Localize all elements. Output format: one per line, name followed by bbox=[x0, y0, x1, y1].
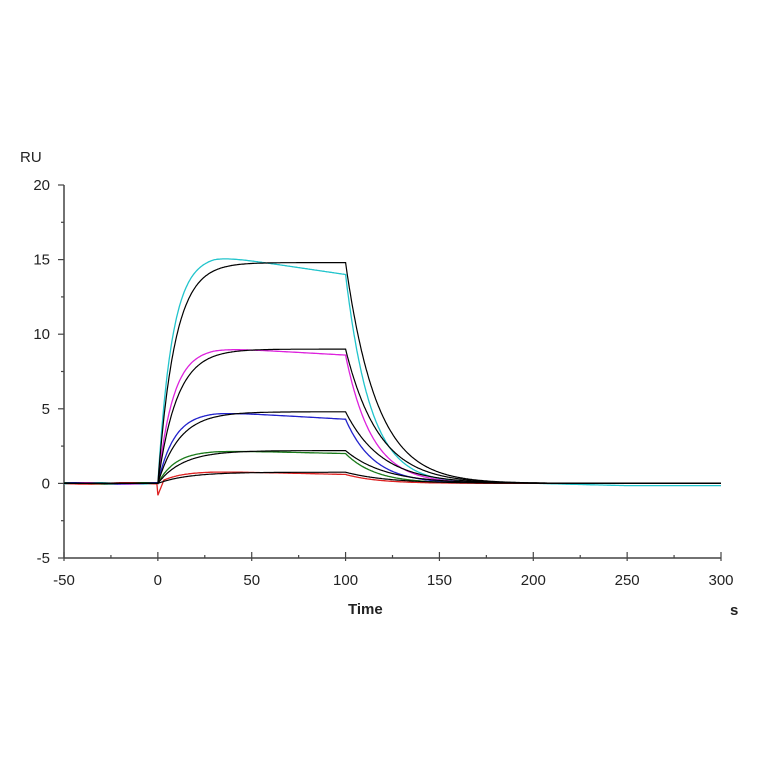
x-tick-label: -50 bbox=[53, 572, 75, 589]
y-tick-label: 5 bbox=[42, 401, 50, 418]
fit-curve bbox=[64, 471, 721, 484]
x-axis-unit-label: s bbox=[730, 602, 738, 619]
y-tick-label: 20 bbox=[33, 177, 50, 194]
x-tick-label: 300 bbox=[708, 572, 733, 589]
x-tick-label: 250 bbox=[615, 572, 640, 589]
curves bbox=[63, 258, 721, 496]
y-tick-label: 10 bbox=[33, 326, 50, 343]
x-axis-title: Time bbox=[348, 601, 383, 618]
y-tick-label: -5 bbox=[37, 550, 50, 567]
x-tick-label: 100 bbox=[333, 572, 358, 589]
y-tick-label: 0 bbox=[42, 475, 50, 492]
x-tick-label: 200 bbox=[521, 572, 546, 589]
measured-curve bbox=[63, 258, 721, 487]
x-tick-label: 150 bbox=[427, 572, 452, 589]
y-axis-unit-label: RU bbox=[20, 149, 42, 166]
x-tick-label: 50 bbox=[243, 572, 260, 589]
x-tick-label: 0 bbox=[154, 572, 162, 589]
y-tick-label: 15 bbox=[33, 252, 50, 269]
